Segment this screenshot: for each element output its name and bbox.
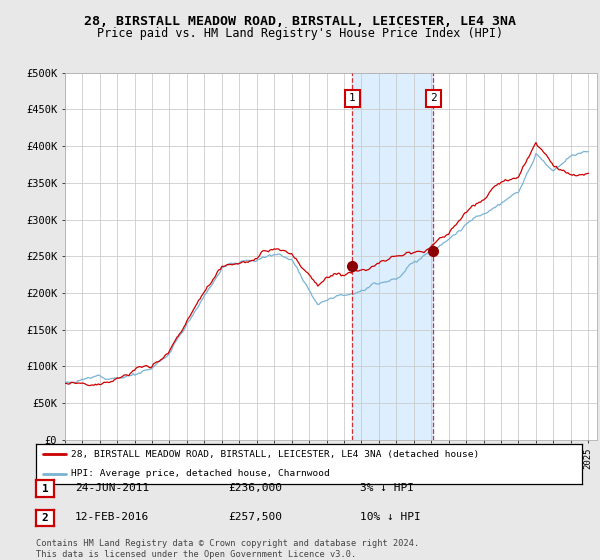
- Text: 1: 1: [41, 484, 49, 494]
- Text: 28, BIRSTALL MEADOW ROAD, BIRSTALL, LEICESTER, LE4 3NA (detached house): 28, BIRSTALL MEADOW ROAD, BIRSTALL, LEIC…: [71, 450, 480, 459]
- Text: 2: 2: [430, 94, 437, 104]
- Text: 12-FEB-2016: 12-FEB-2016: [75, 512, 149, 522]
- Text: £257,500: £257,500: [228, 512, 282, 522]
- Text: 10% ↓ HPI: 10% ↓ HPI: [360, 512, 421, 522]
- Text: 1: 1: [349, 94, 356, 104]
- Text: 2: 2: [41, 513, 49, 523]
- Text: Contains HM Land Registry data © Crown copyright and database right 2024.
This d: Contains HM Land Registry data © Crown c…: [36, 539, 419, 559]
- Text: HPI: Average price, detached house, Charnwood: HPI: Average price, detached house, Char…: [71, 469, 330, 478]
- Text: 3% ↓ HPI: 3% ↓ HPI: [360, 483, 414, 493]
- Text: 28, BIRSTALL MEADOW ROAD, BIRSTALL, LEICESTER, LE4 3NA: 28, BIRSTALL MEADOW ROAD, BIRSTALL, LEIC…: [84, 15, 516, 27]
- Text: Price paid vs. HM Land Registry's House Price Index (HPI): Price paid vs. HM Land Registry's House …: [97, 27, 503, 40]
- Text: £236,000: £236,000: [228, 483, 282, 493]
- Bar: [352, 73, 433, 440]
- Text: 24-JUN-2011: 24-JUN-2011: [75, 483, 149, 493]
